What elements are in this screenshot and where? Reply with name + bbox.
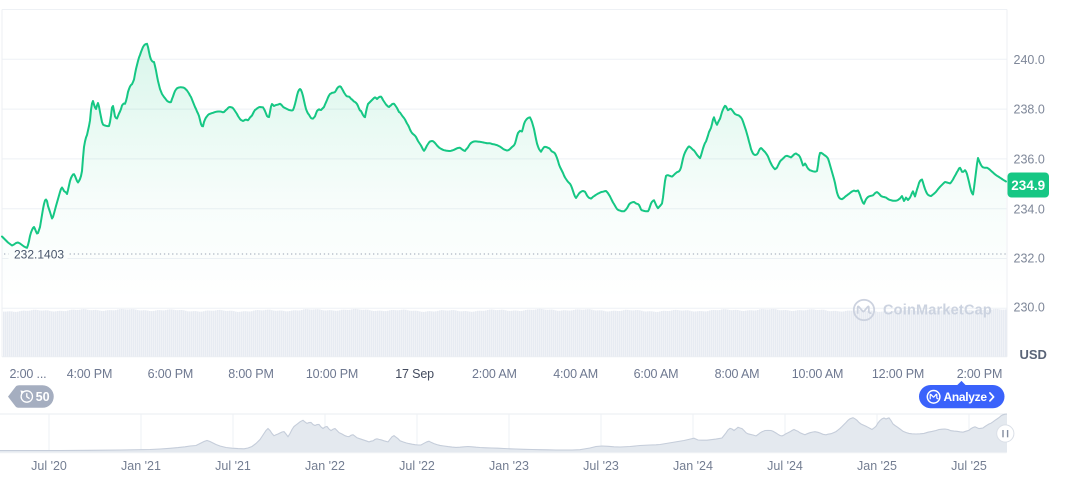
svg-text:10:00 AM: 10:00 AM [792,367,844,381]
svg-text:8:00 AM: 8:00 AM [715,367,760,381]
svg-text:8:00 PM: 8:00 PM [228,367,274,381]
svg-text:6:00 AM: 6:00 AM [634,367,679,381]
svg-text:Jul '25: Jul '25 [951,459,987,473]
svg-text:2:00 ...: 2:00 ... [9,367,46,381]
svg-text:Jan '23: Jan '23 [489,459,529,473]
svg-text:4:00 AM: 4:00 AM [553,367,598,381]
svg-text:230.0: 230.0 [1014,300,1045,314]
svg-text:Jul '24: Jul '24 [767,459,803,473]
svg-text:Jul '21: Jul '21 [215,459,251,473]
svg-text:234.9: 234.9 [1011,178,1045,193]
svg-text:Jul '23: Jul '23 [583,459,619,473]
svg-text:232.0: 232.0 [1014,252,1045,266]
svg-text:Jul '20: Jul '20 [31,459,67,473]
svg-text:2:00 AM: 2:00 AM [472,367,517,381]
svg-text:12:00 PM: 12:00 PM [872,367,924,381]
svg-text:Jan '21: Jan '21 [121,459,161,473]
svg-text:Jan '24: Jan '24 [673,459,713,473]
svg-text:6:00 PM: 6:00 PM [148,367,194,381]
svg-text:17 Sep: 17 Sep [395,367,434,381]
svg-text:USD: USD [1020,347,1047,362]
svg-text:Jan '22: Jan '22 [305,459,345,473]
svg-text:Analyze: Analyze [944,390,988,404]
svg-text:10:00 PM: 10:00 PM [306,367,358,381]
svg-text:50: 50 [36,390,50,404]
svg-text:2:00 PM: 2:00 PM [957,367,1003,381]
svg-text:4:00 PM: 4:00 PM [67,367,113,381]
svg-text:234.0: 234.0 [1014,202,1045,216]
svg-text:238.0: 238.0 [1014,103,1045,117]
svg-text:Jul '22: Jul '22 [399,459,435,473]
svg-text:Jan '25: Jan '25 [857,459,897,473]
svg-text:236.0: 236.0 [1014,153,1045,167]
svg-text:240.0: 240.0 [1014,53,1045,67]
